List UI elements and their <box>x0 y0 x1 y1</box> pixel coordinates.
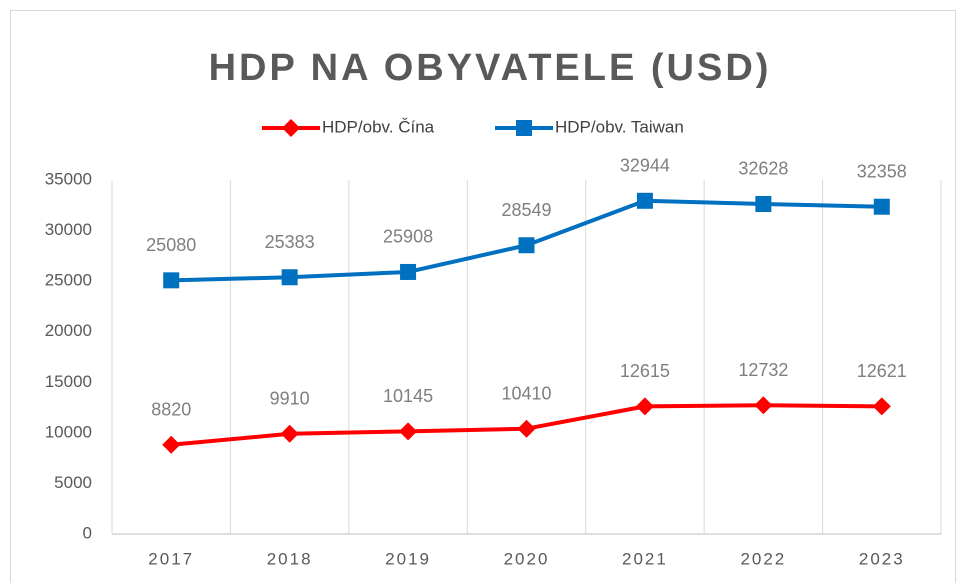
x-tick-label: 2019 <box>385 549 431 568</box>
data-label: 32944 <box>620 156 670 176</box>
y-tick-label: 35000 <box>45 169 92 188</box>
marker <box>400 264 416 280</box>
x-tick-label: 2021 <box>622 549 668 568</box>
y-tick-label: 5000 <box>54 473 92 492</box>
data-label: 25080 <box>146 235 196 255</box>
chart-border <box>11 11 956 583</box>
marker <box>282 269 298 285</box>
legend-label: HDP/obv. Taiwan <box>555 117 684 136</box>
marker <box>163 272 179 288</box>
legend-label: HDP/obv. Čína <box>322 117 435 136</box>
x-tick-label: 2022 <box>740 549 786 568</box>
y-tick-label: 15000 <box>45 372 92 391</box>
x-tick-label: 2023 <box>859 549 905 568</box>
x-tick-label: 2018 <box>267 549 313 568</box>
data-label: 9910 <box>270 389 310 409</box>
x-tick-label: 2020 <box>504 549 550 568</box>
y-tick-label: 10000 <box>45 422 92 441</box>
marker <box>637 193 653 209</box>
x-tick-label: 2017 <box>148 549 194 568</box>
marker <box>516 120 532 136</box>
data-label: 28549 <box>501 200 551 220</box>
chart-title: HDP NA OBYVATELE (USD) <box>209 47 772 89</box>
y-tick-label: 0 <box>83 523 92 542</box>
marker <box>755 196 771 212</box>
marker <box>519 237 535 253</box>
chart: HDP NA OBYVATELE (USD) 0 5000 10000 15000 20… <box>0 0 957 583</box>
data-label: 25908 <box>383 227 433 247</box>
data-label: 12732 <box>738 360 788 380</box>
data-label: 10145 <box>383 386 433 406</box>
marker <box>874 199 890 215</box>
data-label: 25383 <box>265 232 315 252</box>
data-label: 12621 <box>857 361 907 381</box>
data-label: 12615 <box>620 361 670 381</box>
data-label: 8820 <box>151 400 191 420</box>
y-tick-label: 30000 <box>45 220 92 239</box>
data-label: 10410 <box>501 383 551 403</box>
data-label: 32358 <box>857 161 907 181</box>
y-tick-label: 25000 <box>45 271 92 290</box>
data-label: 32628 <box>738 159 788 179</box>
y-tick-label: 20000 <box>45 321 92 340</box>
